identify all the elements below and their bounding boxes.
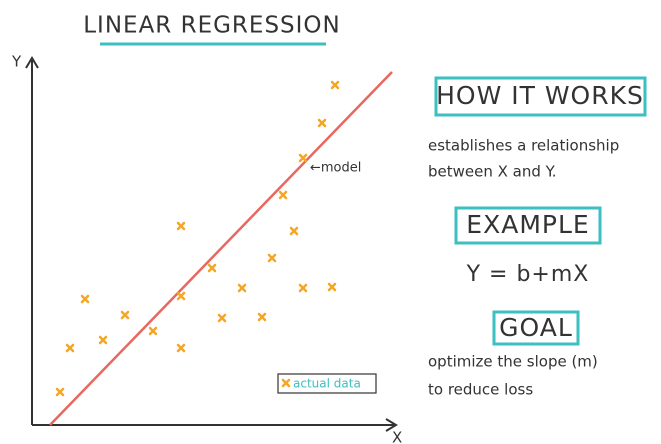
data-points (55, 80, 340, 397)
legend-label: actual data (293, 377, 361, 391)
y-axis-label: Y (11, 53, 22, 71)
data-point (207, 263, 217, 273)
how-heading: HOW IT WORKS (436, 81, 644, 110)
data-point (317, 118, 327, 128)
example-box (454, 206, 602, 245)
title: LINEAR REGRESSION (83, 13, 341, 39)
regression-line (49, 71, 393, 426)
data-point (148, 326, 158, 336)
model-label: ←model (310, 161, 361, 176)
data-point (257, 312, 267, 322)
goal-line: to reduce loss (428, 381, 533, 399)
data-point (298, 153, 308, 163)
how-line: establishes a relationship (428, 137, 619, 155)
data-point (278, 190, 288, 200)
data-point (298, 283, 308, 293)
data-point (217, 313, 227, 323)
data-point (98, 335, 108, 345)
goal-line: optimize the slope (m) (428, 353, 598, 371)
x-axis-label: X (392, 429, 402, 444)
goal-box (492, 310, 580, 346)
data-point (289, 226, 299, 236)
formula: Y = b+mX (466, 262, 590, 287)
data-point (176, 343, 186, 353)
data-point (176, 291, 186, 301)
data-point (80, 294, 90, 304)
data-point (65, 343, 75, 353)
data-point (327, 282, 337, 292)
goal-heading: GOAL (499, 313, 573, 342)
axes (25, 56, 398, 432)
example-heading: EXAMPLE (466, 210, 589, 239)
data-point (267, 253, 277, 263)
data-point (120, 310, 130, 320)
legend-box (277, 373, 377, 394)
data-point (237, 283, 247, 293)
legend-icon (281, 378, 291, 388)
how-line: between X and Y. (428, 163, 557, 181)
how-box (434, 76, 647, 117)
data-point (330, 80, 340, 90)
data-point (176, 221, 186, 231)
data-point (55, 387, 65, 397)
